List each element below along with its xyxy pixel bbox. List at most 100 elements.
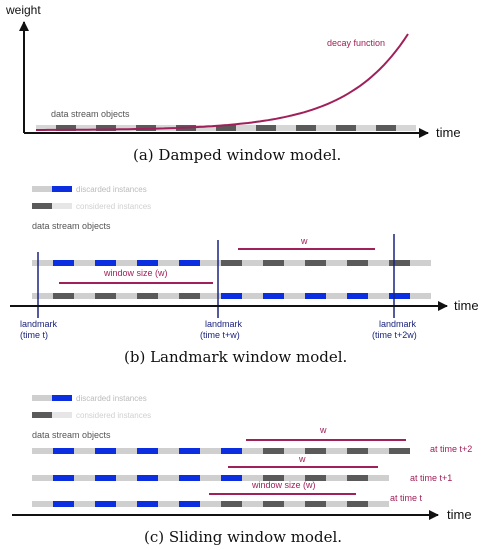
- landmark-2-time: (time t+w): [200, 330, 240, 340]
- stream-segment: [116, 260, 137, 266]
- stream-segment: [389, 293, 410, 299]
- w-label-mid-c: w: [298, 454, 306, 464]
- stream-segment: [32, 448, 53, 454]
- stream-segment: [56, 125, 76, 131]
- stream-segment: [263, 260, 284, 266]
- stream-segment: [389, 448, 410, 454]
- caption-a: (a) Damped window model.: [133, 146, 341, 164]
- stream-segment: [368, 260, 389, 266]
- panel-landmark-window: discarded instances considered instances…: [10, 185, 479, 366]
- stream-segment: [376, 125, 396, 131]
- stream-segment: [137, 293, 158, 299]
- stream-segment: [242, 260, 263, 266]
- stream-segment: [284, 448, 305, 454]
- stream-segment: [368, 293, 389, 299]
- stream-segment: [74, 448, 95, 454]
- stream-segment: [326, 501, 347, 507]
- stream-segment: [158, 475, 179, 481]
- stream-segment: [96, 125, 116, 131]
- legend-considered-b: considered instances: [32, 202, 151, 211]
- legend-considered-label-b: considered instances: [76, 202, 151, 211]
- stream-segment: [179, 260, 200, 266]
- stream-segment: [53, 475, 74, 481]
- stream-segment: [305, 293, 326, 299]
- stream-segment: [356, 125, 376, 131]
- stream-segment: [32, 260, 53, 266]
- stream-segment: [216, 125, 236, 131]
- stream-segment: [296, 125, 316, 131]
- stream-segment: [263, 448, 284, 454]
- stream-segment: [116, 475, 137, 481]
- stream-segment: [242, 501, 263, 507]
- stream-segment: [95, 293, 116, 299]
- y-axis-label: weight: [5, 3, 41, 17]
- stream-segment: [74, 475, 95, 481]
- stream-segment: [263, 475, 284, 481]
- landmark-2-label: landmark: [205, 319, 243, 329]
- stream-segment: [158, 501, 179, 507]
- stream-segment: [53, 501, 74, 507]
- stream-segment: [284, 501, 305, 507]
- landmark-3-label: landmark: [379, 319, 417, 329]
- stream-segment: [179, 501, 200, 507]
- stream-segment: [389, 260, 410, 266]
- row-label-t1: at time t+1: [410, 473, 452, 483]
- stream-segment: [116, 501, 137, 507]
- stream-segment: [326, 260, 347, 266]
- stream-segment: [158, 293, 179, 299]
- stream-segment: [347, 501, 368, 507]
- stream-segment: [410, 260, 431, 266]
- stream-segment: [347, 448, 368, 454]
- stream-segment: [137, 475, 158, 481]
- panel-damped-window: weight decay function data stream object…: [5, 3, 461, 164]
- stream-segment: [137, 501, 158, 507]
- legend-considered-c: considered instances: [32, 411, 151, 420]
- landmark-3-time: (time t+2w): [372, 330, 417, 340]
- row-label-t: at time t: [390, 493, 423, 503]
- stream-segment: [200, 475, 221, 481]
- stream-segment: [284, 475, 305, 481]
- stream-segment: [256, 125, 276, 131]
- stream-segment: [200, 260, 221, 266]
- stream-segment: [276, 125, 296, 131]
- stream-segment: [32, 501, 53, 507]
- legend-discarded-label-b: discarded instances: [76, 185, 147, 194]
- landmark-1-time: (time t): [20, 330, 48, 340]
- decay-function-curve: [36, 33, 409, 131]
- window-size-label-c: window size (w): [251, 480, 316, 490]
- stream-segment: [158, 448, 179, 454]
- stream-segment: [305, 260, 326, 266]
- stream-segment: [116, 448, 137, 454]
- stream-segment: [326, 448, 347, 454]
- stream-segment: [221, 260, 242, 266]
- stream-segment: [347, 475, 368, 481]
- w-label-b: w: [300, 236, 308, 246]
- landmark-1-label: landmark: [20, 319, 58, 329]
- legend-discarded-c: discarded instances: [32, 394, 147, 403]
- stream-segment: [95, 475, 116, 481]
- stream-segment: [196, 125, 216, 131]
- stream-segment: [76, 125, 96, 131]
- x-axis-label-b: time: [454, 298, 479, 313]
- stream-segment: [305, 501, 326, 507]
- stream-c-row-t2: [32, 448, 410, 454]
- stream-segment: [74, 260, 95, 266]
- stream-segment: [32, 293, 53, 299]
- stream-segment: [316, 125, 336, 131]
- stream-segment: [263, 293, 284, 299]
- stream-segment: [200, 501, 221, 507]
- stream-segment: [242, 293, 263, 299]
- stream-segment: [326, 475, 347, 481]
- legend-considered-label-c: considered instances: [76, 411, 151, 420]
- decay-function-label: decay function: [327, 38, 385, 48]
- stream-segment: [221, 293, 242, 299]
- stream-segment: [179, 293, 200, 299]
- stream-segment: [137, 448, 158, 454]
- stream-segment: [179, 475, 200, 481]
- stream-segment: [347, 293, 368, 299]
- stream-segment: [368, 448, 389, 454]
- panel-sliding-window: discarded instances considered instances…: [12, 394, 472, 546]
- window-size-label-b: window size (w): [103, 268, 168, 278]
- stream-segment: [179, 448, 200, 454]
- stream-segment: [200, 448, 221, 454]
